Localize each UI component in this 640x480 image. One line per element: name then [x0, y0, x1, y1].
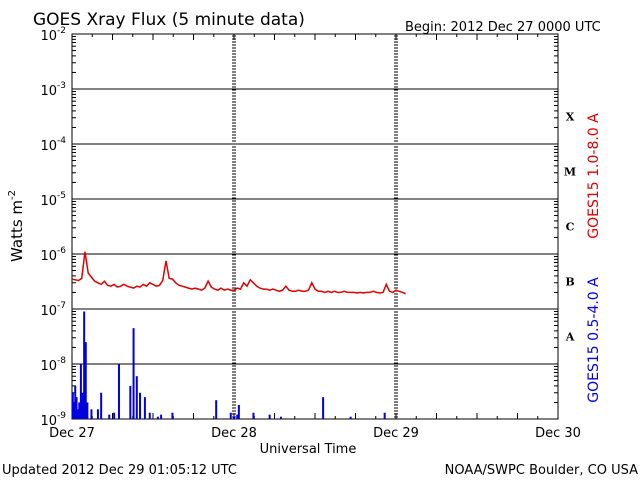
svg-text:Watts m-2: Watts m-2	[7, 190, 26, 262]
begin-label: Begin: 2012 Dec 27 0000 UTC	[405, 20, 601, 35]
x-tick-label: Dec 30	[535, 426, 581, 441]
y-tick-label: 10-5	[40, 191, 66, 209]
y-tick-label: 10-6	[40, 246, 66, 264]
source-credit: NOAA/SWPC Boulder, CO USA	[445, 463, 638, 478]
y-axis-label-main: Watts m	[8, 200, 26, 262]
flare-class-m: M	[564, 166, 576, 179]
x-tick-label: Dec 29	[373, 426, 419, 441]
y-tick-label: 10-4	[40, 136, 66, 154]
series-long-channel-line	[71, 251, 406, 295]
y-tick-label: 10-3	[40, 81, 66, 99]
y-ticks: 10-2 10-3 10-4 10-5 10-6 10-7 10-8 10-9	[40, 26, 558, 429]
y-axis-label: Watts m-2	[7, 190, 26, 262]
plot-frame	[71, 33, 559, 420]
updated-timestamp: Updated 2012 Dec 29 01:05:12 UTC	[2, 463, 237, 478]
y-tick-label: 10-7	[40, 301, 66, 319]
x-axis-label: Universal Time	[260, 442, 357, 457]
flare-class-a: A	[565, 331, 575, 344]
grid	[72, 35, 558, 418]
x-ticks: Dec 27 Dec 28 Dec 29 Dec 30	[49, 34, 581, 441]
series-group	[71, 251, 406, 419]
class-labels: X M C B A	[564, 111, 576, 344]
chart-title: GOES Xray Flux (5 minute data)	[33, 10, 305, 30]
flare-class-c: C	[566, 221, 575, 234]
legend-short-channel: GOES15 0.5-4.0 A	[586, 277, 602, 403]
y-tick-label: 10-9	[40, 411, 66, 429]
flare-class-x: X	[566, 111, 575, 124]
legend-long-channel: GOES15 1.0-8.0 A	[586, 113, 602, 239]
x-tick-label: Dec 28	[211, 426, 257, 441]
y-axis-label-sup: -2	[7, 190, 18, 200]
x-tick-label: Dec 27	[49, 426, 95, 441]
flare-class-b: B	[565, 276, 574, 289]
y-tick-label: 10-8	[40, 356, 66, 374]
y-tick-label: 10-2	[40, 26, 66, 44]
